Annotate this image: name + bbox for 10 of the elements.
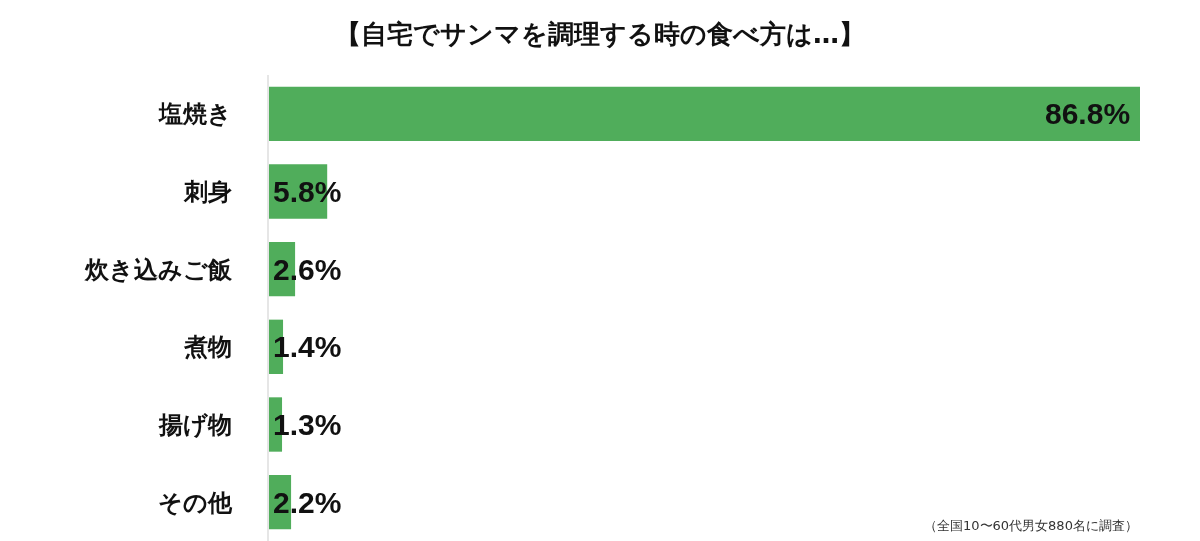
data-label: 86.8% <box>1045 97 1131 130</box>
y-tick-label: 塩焼き <box>158 100 233 129</box>
y-tick-label: その他 <box>158 488 234 517</box>
y-tick-label: 煮物 <box>183 333 233 362</box>
y-tick-label: 刺身 <box>183 177 233 206</box>
chart-title: 【自宅でサンマを調理する時の食べ方は…】 <box>335 18 865 49</box>
bar <box>269 86 1140 142</box>
annotation: （全国10〜60代男女880名に調査） <box>924 518 1138 533</box>
y-tick-label: 揚げ物 <box>158 410 233 439</box>
y-tick-label: 炊き込みご飯 <box>84 255 234 284</box>
